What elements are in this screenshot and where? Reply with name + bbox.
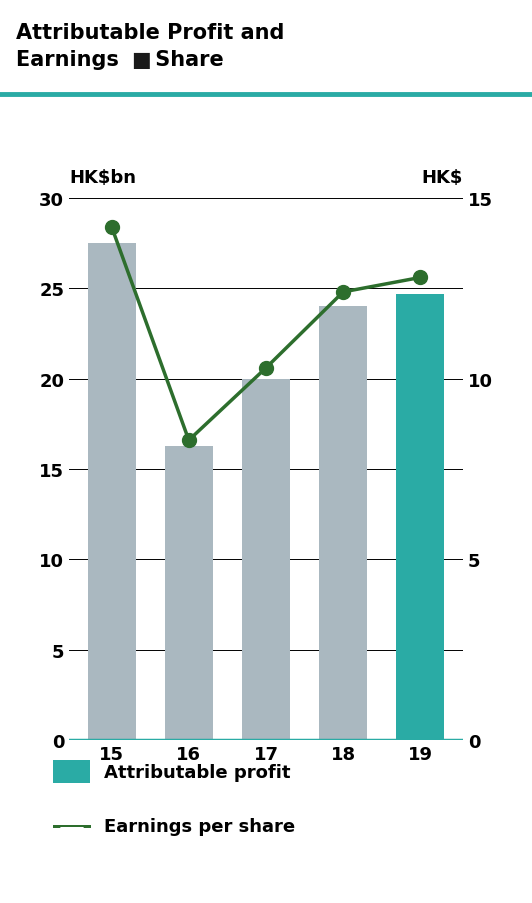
Text: HK$: HK$ <box>421 169 463 187</box>
Text: HK$bn: HK$bn <box>69 169 136 187</box>
Text: ■: ■ <box>131 50 151 70</box>
Text: Share: Share <box>148 50 223 70</box>
Text: Attributable Profit and: Attributable Profit and <box>16 23 284 42</box>
Text: Earnings per share: Earnings per share <box>104 817 295 835</box>
Text: Earnings: Earnings <box>16 50 126 70</box>
Bar <box>319 307 367 740</box>
Bar <box>242 379 290 740</box>
Text: Attributable profit: Attributable profit <box>104 763 290 781</box>
Bar <box>165 446 213 740</box>
Bar <box>396 294 444 740</box>
Bar <box>88 244 136 740</box>
